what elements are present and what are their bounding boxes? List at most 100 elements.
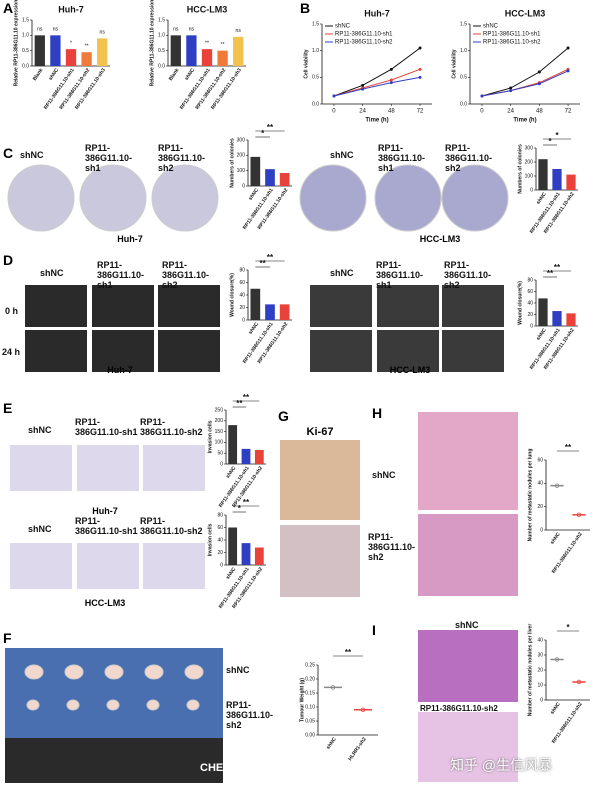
time-label: 24 h	[2, 347, 21, 357]
chart-title: HCC-LM3	[187, 4, 228, 14]
x-tick-label: 0	[480, 109, 484, 115]
photo	[5, 738, 223, 783]
group-label: shNC	[40, 268, 64, 278]
y-axis-label: Numbers of colonies	[229, 138, 235, 188]
legend-label: RP11-386G11.10-sh1	[483, 32, 541, 38]
y-axis-label: Number of metastatic nodules per liver	[527, 624, 533, 717]
group-label: shNC	[330, 268, 354, 278]
y-tick-label: 0.00	[305, 732, 315, 738]
photo	[146, 699, 160, 711]
bar-label: **	[205, 40, 209, 46]
bar	[97, 38, 108, 66]
photo	[418, 630, 518, 702]
cell-line: Huh-7	[107, 365, 133, 375]
y-tick-label: 1.5	[312, 21, 319, 27]
y-axis-label: Invasion cells	[207, 523, 213, 556]
photo	[64, 664, 84, 680]
y-tick-label: 20	[537, 667, 543, 673]
y-tick-label: 0.20	[305, 676, 315, 682]
photo	[143, 543, 205, 589]
y-tick-label: 20	[537, 504, 543, 510]
sig-label: **	[554, 263, 561, 272]
panel-letter: H	[372, 405, 383, 421]
x-tick-label: Blank	[32, 67, 45, 82]
x-tick-label: shNC	[549, 531, 562, 545]
y-tick-label: 20	[527, 312, 533, 318]
series-line	[481, 47, 569, 97]
bar	[217, 50, 228, 66]
time-label: 0 h	[5, 306, 19, 316]
bar-label: **	[221, 42, 225, 48]
y-axis-label: Tumour Weight (g)	[299, 678, 305, 722]
group-label: RP11-386G11.10-sh2	[226, 700, 274, 730]
bar-label: ns	[173, 27, 179, 33]
y-tick-label: 200	[237, 153, 246, 159]
point	[389, 78, 393, 82]
photo	[143, 445, 205, 491]
point	[361, 83, 365, 87]
y-tick-label: 80	[217, 512, 223, 518]
y-tick-label: 1.0	[22, 33, 29, 39]
y-tick-label: 0	[540, 527, 543, 533]
y-tick-label: 0.25	[305, 662, 315, 668]
sig-label: **	[260, 259, 267, 268]
x-axis-label: Time (h)	[513, 118, 536, 124]
photo	[104, 664, 124, 680]
legend-label: RP11-386G11.10-sh2	[335, 40, 393, 46]
photo	[374, 164, 442, 232]
y-tick-label: 10	[537, 682, 543, 688]
photo	[106, 699, 120, 711]
group-label: shNC	[20, 150, 44, 160]
y-tick-label: 250	[215, 407, 224, 413]
x-tick-label: shNC	[325, 736, 338, 750]
x-tick-label: shNC	[535, 191, 548, 205]
group-label: shNC	[372, 470, 396, 480]
point	[389, 67, 393, 71]
bar	[566, 174, 576, 190]
photo	[184, 664, 204, 680]
photo	[25, 285, 87, 327]
y-tick-label: 0	[242, 317, 245, 323]
mean-dot	[576, 512, 582, 518]
photo	[144, 664, 164, 680]
photo	[10, 445, 72, 491]
series-line	[333, 47, 421, 97]
y-tick-label: 0.05	[305, 718, 315, 724]
bar	[254, 449, 264, 464]
y-axis-label: Cell viability	[303, 49, 309, 78]
x-tick-label: RP11-386G11.10-sh3	[210, 67, 243, 110]
cell-line: HCC-LM3	[419, 234, 461, 244]
bar	[279, 304, 290, 320]
x-tick-label: 72	[417, 109, 424, 115]
bar	[228, 527, 238, 565]
sig-label: **	[267, 123, 274, 132]
y-tick-label: 200	[525, 159, 534, 165]
bar-label: ns	[53, 27, 59, 33]
x-tick-label: shNC	[48, 67, 61, 81]
panel-letter: E	[3, 400, 13, 416]
y-tick-label: 30	[537, 652, 543, 658]
x-tick-label: shNC	[248, 187, 261, 201]
y-tick-label: 80	[527, 277, 533, 283]
photo	[310, 330, 372, 372]
series-line	[333, 76, 421, 97]
group-label: RP11-386G11.10-sh2	[444, 260, 492, 290]
cell-line: HCC-LM3	[389, 365, 431, 375]
bar	[265, 169, 275, 186]
group-label: shNC	[330, 150, 354, 160]
photo	[280, 440, 360, 520]
photo	[24, 664, 44, 680]
watermark: 知乎 @生信风暴	[450, 757, 553, 773]
y-tick-label: 0.5	[22, 48, 29, 54]
group-label: RP11-386G11.10-sh1	[75, 417, 138, 437]
point	[361, 87, 365, 91]
group-label: shNC	[28, 425, 52, 435]
y-tick-label: 1.5	[22, 17, 29, 23]
legend-label: shNC	[483, 24, 499, 30]
y-tick-label: 1.0	[312, 48, 319, 54]
cell-line: Huh-7	[92, 506, 118, 516]
y-tick-label: 0.0	[158, 63, 165, 69]
x-tick-label: shNC	[549, 701, 562, 715]
